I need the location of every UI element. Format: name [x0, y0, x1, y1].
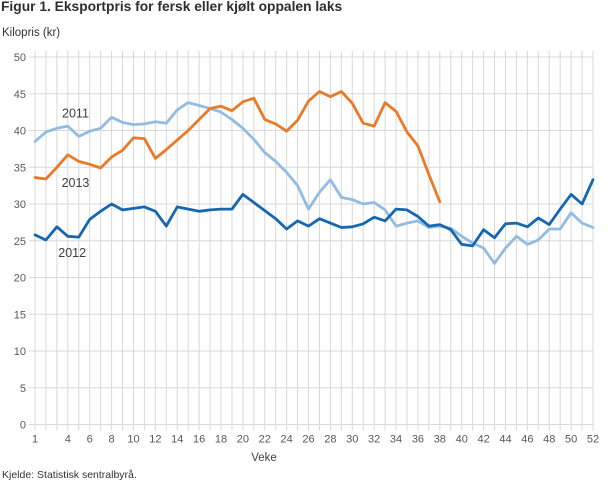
source-note: Kjelde: Statistisk sentralbyrå. — [2, 469, 137, 481]
x-tick-label: 44 — [499, 434, 511, 446]
y-tick-label: 35 — [14, 162, 26, 174]
y-tick-label: 45 — [14, 89, 26, 101]
figure-title: Figur 1. Eksportpris for fersk eller kjø… — [1, 0, 343, 14]
x-tick-label: 16 — [193, 434, 205, 446]
series-label-2013: 2013 — [62, 176, 90, 190]
x-tick-label: 22 — [259, 434, 271, 446]
y-tick-label: 20 — [14, 273, 26, 285]
y-tick-label: 5 — [20, 383, 26, 395]
x-tick-label: 38 — [434, 434, 446, 446]
series-line-2013 — [33, 90, 442, 204]
y-axis-unit-label: Kilopris (kr) — [2, 27, 61, 39]
x-tick-label: 48 — [543, 434, 555, 446]
x-tick-label: 52 — [587, 434, 599, 446]
x-tick-label: 30 — [346, 434, 358, 446]
x-tick-label: 12 — [149, 434, 161, 446]
x-tick-label: 10 — [127, 434, 139, 446]
series-label-2012: 2012 — [58, 246, 86, 260]
y-tick-label: 40 — [14, 126, 26, 138]
y-tick-label: 50 — [14, 52, 26, 64]
y-tick-label: 25 — [14, 236, 26, 248]
x-tick-label: 34 — [390, 434, 402, 446]
x-tick-label: 40 — [456, 434, 468, 446]
series-line-2012 — [33, 178, 595, 248]
series-label-2011: 2011 — [62, 106, 89, 120]
y-tick-label: 30 — [14, 199, 26, 211]
x-tick-label: 24 — [281, 434, 293, 446]
series-line-2011 — [33, 101, 595, 265]
x-tick-label: 4 — [65, 434, 71, 446]
x-tick-label: 36 — [412, 434, 424, 446]
x-tick-label: 26 — [302, 434, 314, 446]
x-tick-label: 14 — [171, 434, 183, 446]
x-tick-label: 20 — [237, 434, 249, 446]
y-tick-label: 15 — [14, 309, 26, 321]
x-tick-label: 50 — [565, 434, 577, 446]
x-tick-label: 28 — [324, 434, 336, 446]
x-tick-label: 18 — [215, 434, 227, 446]
y-tick-label: 10 — [14, 346, 26, 358]
x-tick-label: 46 — [521, 434, 533, 446]
x-tick-label: 6 — [87, 434, 93, 446]
x-tick-label: 1 — [32, 434, 38, 446]
y-tick-label: 0 — [20, 420, 26, 432]
x-tick-label: 42 — [477, 434, 489, 446]
x-tick-label: 8 — [109, 434, 115, 446]
x-axis-title: Veke — [251, 452, 277, 464]
x-tick-label: 32 — [368, 434, 380, 446]
